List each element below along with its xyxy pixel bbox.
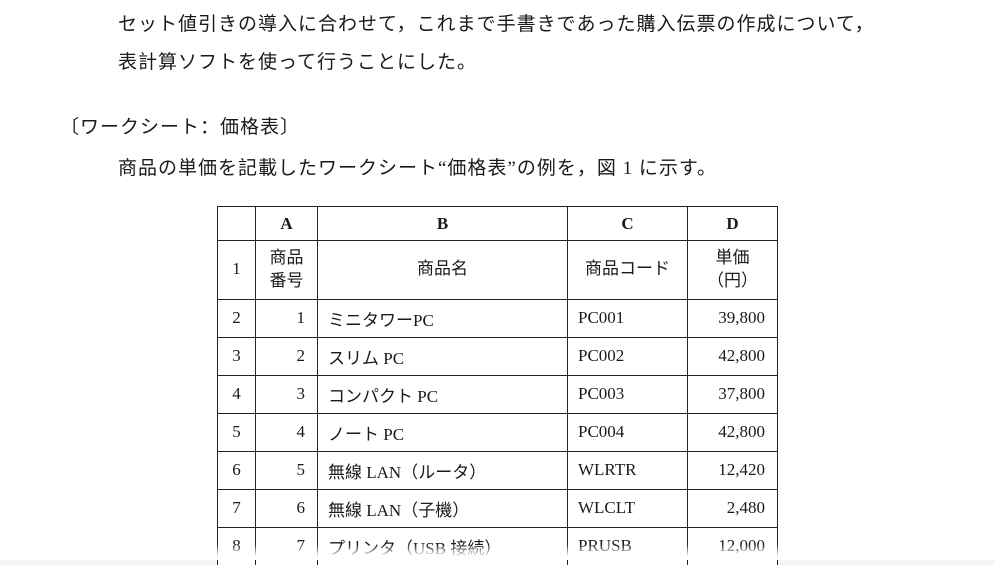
cell-price: 37,800 — [688, 375, 778, 413]
section-description: 商品の単価を記載したワークシート“価格表”の例を，図 1 に示す。 — [118, 153, 935, 180]
table-row: 5 4 ノート PC PC004 42,800 — [218, 413, 778, 451]
header-a: 商品 番号 — [256, 241, 318, 300]
cell-code: WLRTR — [568, 451, 688, 489]
cell-name: 無線 LAN（ルータ） — [318, 451, 568, 489]
header-a-l2: 番号 — [270, 271, 304, 290]
cell-rownum: 2 — [218, 299, 256, 337]
header-d-l2: （円） — [707, 271, 758, 290]
intro-paragraph: セット値引きの導入に合わせて，これまで手書きであった購入伝票の作成について， 表… — [118, 6, 935, 82]
col-letter-d: D — [688, 207, 778, 241]
cell-code: PC001 — [568, 299, 688, 337]
section-label: 〔ワークシート：価格表〕 — [60, 112, 935, 139]
cell-rownum: 5 — [218, 413, 256, 451]
cell-num: 3 — [256, 375, 318, 413]
cell-name: 無線 LAN（子機） — [318, 489, 568, 527]
column-letter-row: A B C D — [218, 207, 778, 241]
cell-price: 39,800 — [688, 299, 778, 337]
cell-name: プリンタ（USB 接続） — [318, 527, 568, 565]
cell-name: スリム PC — [318, 337, 568, 375]
cell-num: 5 — [256, 451, 318, 489]
table-row: 7 6 無線 LAN（子機） WLCLT 2,480 — [218, 489, 778, 527]
cell-name: ノート PC — [318, 413, 568, 451]
cell-price: 42,800 — [688, 413, 778, 451]
col-letter-c: C — [568, 207, 688, 241]
cell-code: PC002 — [568, 337, 688, 375]
header-a-l1: 商品 — [270, 248, 304, 267]
col-letter-a: A — [256, 207, 318, 241]
table-row: 8 7 プリンタ（USB 接続） PRUSB 12,000 — [218, 527, 778, 565]
table-container: A B C D 1 商品 番号 商品名 商品コード 単価 （円） 2 — [60, 206, 935, 565]
table-row: 3 2 スリム PC PC002 42,800 — [218, 337, 778, 375]
header-c: 商品コード — [568, 241, 688, 300]
cell-rownum: 7 — [218, 489, 256, 527]
cell-price: 2,480 — [688, 489, 778, 527]
table-row: 4 3 コンパクト PC PC003 37,800 — [218, 375, 778, 413]
cell-code: WLCLT — [568, 489, 688, 527]
intro-line-2: 表計算ソフトを使って行うことにした。 — [118, 52, 477, 73]
cell-num: 6 — [256, 489, 318, 527]
cell-rownum: 6 — [218, 451, 256, 489]
col-letter-b: B — [318, 207, 568, 241]
table-row: 2 1 ミニタワーPC PC001 39,800 — [218, 299, 778, 337]
cell-name: ミニタワーPC — [318, 299, 568, 337]
cell-code: PRUSB — [568, 527, 688, 565]
cell-rownum: 8 — [218, 527, 256, 565]
cell-price: 12,420 — [688, 451, 778, 489]
cell-price: 12,000 — [688, 527, 778, 565]
intro-line-1: セット値引きの導入に合わせて，これまで手書きであった購入伝票の作成について， — [118, 14, 875, 35]
cell-num: 2 — [256, 337, 318, 375]
header-d: 単価 （円） — [688, 241, 778, 300]
header-row: 1 商品 番号 商品名 商品コード 単価 （円） — [218, 241, 778, 300]
cell-rownum: 4 — [218, 375, 256, 413]
price-table: A B C D 1 商品 番号 商品名 商品コード 単価 （円） 2 — [217, 206, 778, 565]
cell-num: 7 — [256, 527, 318, 565]
corner-cell — [218, 207, 256, 241]
cell-code: PC003 — [568, 375, 688, 413]
cell-rownum: 3 — [218, 337, 256, 375]
document-page: セット値引きの導入に合わせて，これまで手書きであった購入伝票の作成について， 表… — [0, 0, 995, 560]
header-rownum: 1 — [218, 241, 256, 300]
header-b: 商品名 — [318, 241, 568, 300]
cell-price: 42,800 — [688, 337, 778, 375]
cell-code: PC004 — [568, 413, 688, 451]
cell-name: コンパクト PC — [318, 375, 568, 413]
header-d-l1: 単価 — [716, 248, 750, 267]
cell-num: 4 — [256, 413, 318, 451]
table-row: 6 5 無線 LAN（ルータ） WLRTR 12,420 — [218, 451, 778, 489]
cell-num: 1 — [256, 299, 318, 337]
